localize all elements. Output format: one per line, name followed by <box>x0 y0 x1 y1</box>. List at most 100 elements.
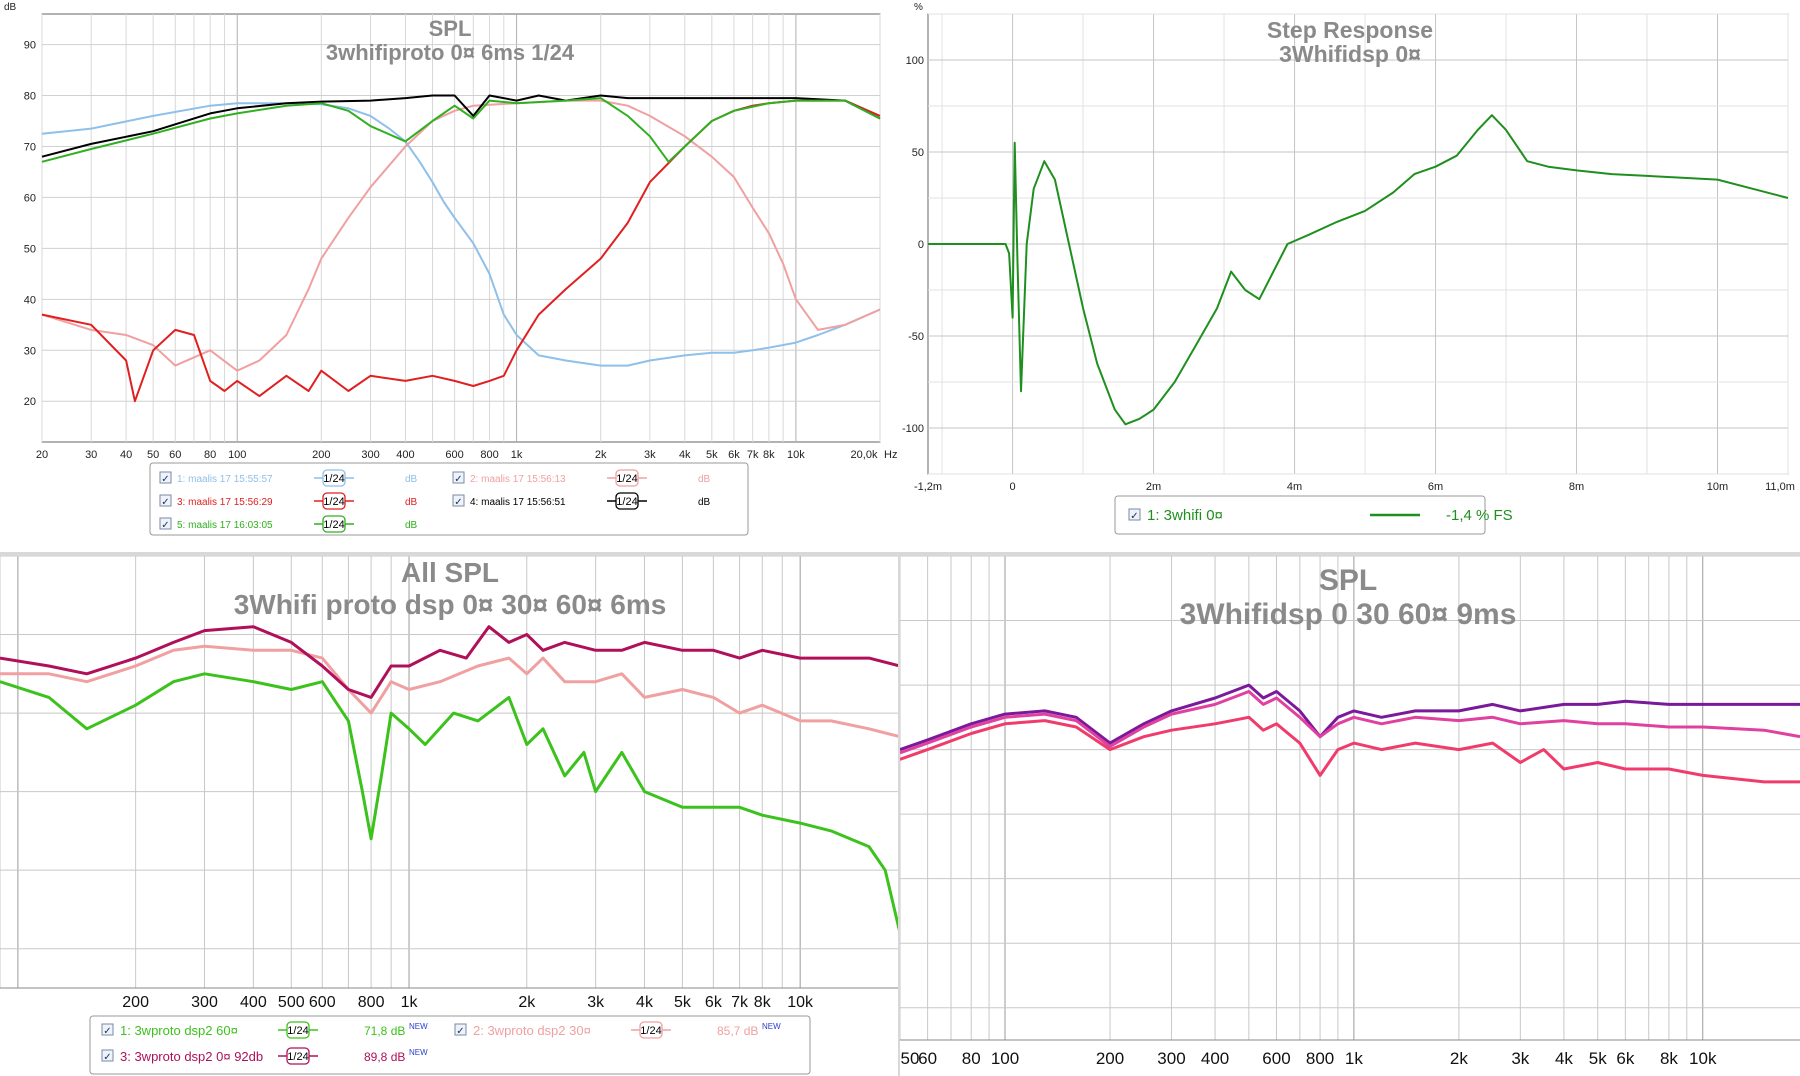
chart-title: SPL <box>429 16 472 41</box>
x-tick-label: 400 <box>396 449 414 461</box>
x-tick-label: 50 <box>901 1049 920 1068</box>
x-tick-label: 40 <box>120 449 132 461</box>
x-tick-label: 2k <box>595 449 607 461</box>
chart-title: All SPL <box>401 557 499 588</box>
x-tick-label: 1k <box>511 449 523 461</box>
y-tick-label: -50 <box>908 331 924 343</box>
x-tick-label: 1k <box>401 994 419 1011</box>
x-tick-label: 0 <box>1010 481 1016 493</box>
x-tick-label: 5k <box>674 994 692 1011</box>
y-tick-label: 100 <box>906 55 924 67</box>
y-tick-label: 50 <box>912 147 924 159</box>
y-tick-label: 80 <box>24 91 36 103</box>
legend-label: 3: maalis 17 15:56:29 <box>177 497 273 508</box>
y-tick-label: -100 <box>902 423 924 435</box>
x-tick-label: 60 <box>918 1049 937 1068</box>
series-line <box>0 644 900 739</box>
legend-label: 4: maalis 17 15:56:51 <box>470 497 566 508</box>
legend-item-smoothing: 1/24 <box>323 519 344 531</box>
x-tick-label: 8m <box>1569 481 1584 493</box>
y-tick-label: 20 <box>24 396 36 408</box>
y-unit-label: dB <box>4 2 17 13</box>
legend-unit: dB <box>698 474 711 485</box>
x-tick-label: 8k <box>1660 1049 1678 1068</box>
legend-item-badge <box>615 469 639 487</box>
legend-checkbox-mark: ✓ <box>454 474 462 485</box>
x-tick-label: 3k <box>587 994 605 1011</box>
legend-item-smoothing: 1/24 <box>287 1051 308 1063</box>
series-line <box>0 672 900 934</box>
x-tick-label: 200 <box>122 994 149 1011</box>
x-tick-label: 4m <box>1287 481 1302 493</box>
legend-unit: dB <box>405 520 418 531</box>
y-tick-label: 40 <box>24 294 36 306</box>
x-tick-label: 800 <box>358 994 385 1011</box>
series-line <box>900 715 1800 784</box>
x-tick-label: 80 <box>962 1049 981 1068</box>
x-tick-label: 2m <box>1146 481 1161 493</box>
y-tick-label: 0 <box>918 239 924 251</box>
x-tick-label: 3k <box>644 449 656 461</box>
legend-label: 1: 3wproto dsp2 60¤ <box>120 1023 238 1038</box>
chart-subtitle: 3Whifi proto dsp 0¤ 30¤ 60¤ 6ms <box>234 589 667 620</box>
spl-panel: 20 30 40 50 60 70 80 90 dB 20 30 40 50 60 80 100 200 300 4… <box>0 0 900 552</box>
legend-unit: dB <box>405 474 418 485</box>
legend-new-badge: NEW <box>762 1022 781 1031</box>
legend-checkbox <box>452 471 465 484</box>
legend-label: 1: maalis 17 15:55:57 <box>177 474 273 485</box>
x-tick-label: 800 <box>1306 1049 1334 1068</box>
series-line <box>41 94 881 158</box>
legend: ✓ 1: maalis 17 15:55:57 1/24 dB ✓ 2: maalis 1… <box>149 462 749 536</box>
x-tick-label: 7k <box>747 449 759 461</box>
legend-unit: dB <box>698 497 711 508</box>
legend-item-badge <box>322 492 346 510</box>
x-tick-label: 6k <box>1616 1049 1634 1068</box>
legend-item-smoothing: 1/24 <box>616 473 637 485</box>
x-tick-label: 6m <box>1428 481 1443 493</box>
legend-label: 2: maalis 17 15:56:13 <box>470 474 566 485</box>
chart-subtitle: 3whifiproto 0¤ 6ms 1/24 <box>326 40 575 65</box>
legend-new-badge: NEW <box>409 1048 428 1057</box>
legend-new-badge: NEW <box>409 1022 428 1031</box>
x-tick-label: 2k <box>518 994 536 1011</box>
legend-checkbox-mark: ✓ <box>456 1026 464 1037</box>
y-tick-label: 70 <box>24 141 36 153</box>
x-tick-label: 10m <box>1707 481 1728 493</box>
legend-value: -1,4 % FS <box>1446 507 1513 524</box>
x-tick-label: 50 <box>147 449 159 461</box>
x-tick-label: 6k <box>728 449 740 461</box>
x-tick-label: 5k <box>1589 1049 1607 1068</box>
x-tick-label: 5k <box>706 449 718 461</box>
series-line <box>928 114 1789 426</box>
legend-checkbox-mark: ✓ <box>103 1026 111 1037</box>
x-tick-label: 600 <box>445 449 463 461</box>
x-tick-label: 30 <box>85 449 97 461</box>
x-tick-label: -1,2m <box>914 481 942 493</box>
legend-box <box>1114 495 1486 535</box>
legend-checkbox-mark: ✓ <box>161 474 169 485</box>
x-tick-label: 10k <box>787 994 814 1011</box>
x-tick-label: 8k <box>754 994 772 1011</box>
legend-item-badge <box>286 1047 310 1065</box>
spl-dsp-panel: 50 60 80 100 200 300 400 600 800 1k 2k 3k 4k 5k 6k 8k 10… <box>900 556 1800 1076</box>
legend-checkbox-mark: ✓ <box>454 497 462 508</box>
legend-checkbox <box>452 494 465 507</box>
x-tick-label: 600 <box>309 994 336 1011</box>
spl-chart: 20 30 40 50 60 70 80 90 dB 20 30 40 50 60 80 100 200 300 4… <box>4 2 897 536</box>
chart-subtitle: 3Whifidsp 0¤ <box>1279 41 1421 67</box>
series-line <box>41 99 881 372</box>
x-tick-label: 10k <box>1689 1049 1717 1068</box>
legend-value: 85,7 dB <box>717 1024 758 1038</box>
legend-item-smoothing: 1/24 <box>287 1025 308 1037</box>
legend-checkbox <box>159 517 172 530</box>
y-tick-label: 60 <box>24 192 36 204</box>
x-tick-label: 11,0m <box>1765 481 1795 493</box>
x-tick-label: 100 <box>991 1049 1019 1068</box>
panel-divider-horizontal <box>0 552 1800 556</box>
legend-checkbox-mark: ✓ <box>161 520 169 531</box>
x-tick-label: 100 <box>228 449 246 461</box>
x-tick-label: 8k <box>763 449 775 461</box>
legend-checkbox <box>101 1049 114 1062</box>
y-tick-label: 50 <box>24 243 36 255</box>
chart-title: SPL <box>1319 564 1377 597</box>
